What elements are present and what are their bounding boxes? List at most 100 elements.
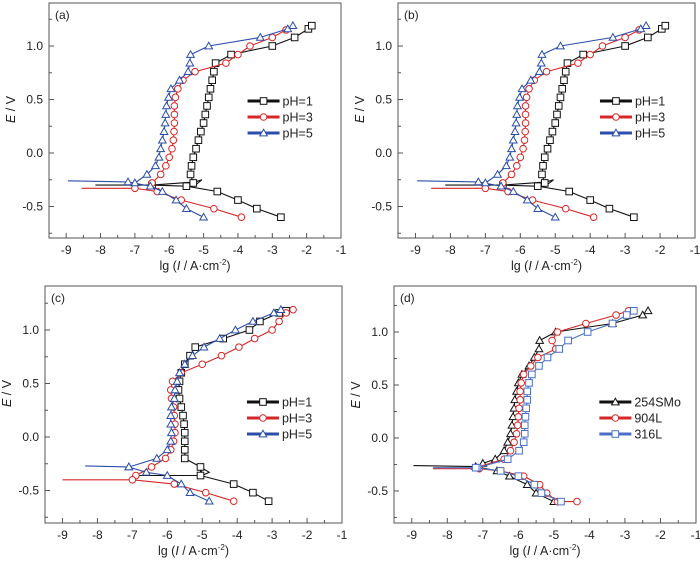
data-point [156, 170, 165, 179]
x-tick-label: -6 [513, 528, 524, 542]
x-tick-label: -2 [302, 528, 313, 542]
data-point [249, 488, 257, 497]
x-tick-label: -5 [198, 243, 209, 257]
x-tick-label: -5 [550, 243, 561, 257]
data-point [210, 67, 218, 76]
data-point [540, 153, 549, 162]
y-tick-label: -0.5 [367, 484, 388, 498]
data-point [246, 42, 254, 50]
x-tick-label: -7 [127, 528, 138, 542]
x-tick-label: -1 [337, 528, 348, 542]
data-point [217, 351, 226, 360]
data-point [160, 118, 170, 127]
data-point [520, 136, 529, 144]
data-point [288, 20, 298, 30]
data-point [201, 488, 210, 497]
data-point [525, 379, 533, 387]
x-axis-title: lg (I / A·cm-2) [159, 258, 230, 273]
data-point [521, 127, 529, 136]
data-point [157, 135, 168, 144]
plot-frame [44, 285, 343, 524]
data-point [215, 333, 225, 342]
data-point [203, 102, 211, 110]
data-point [255, 32, 265, 41]
data-point [526, 362, 535, 370]
data-point [170, 102, 179, 110]
data-point [186, 170, 195, 179]
data-point [521, 413, 530, 421]
data-point [174, 85, 182, 93]
x-tick-label: -5 [197, 528, 208, 542]
data-point [496, 181, 506, 190]
plot-frame [397, 2, 696, 239]
data-point [523, 396, 532, 404]
y-tick-label: 0.0 [375, 146, 392, 160]
panel-label: (b) [404, 8, 419, 22]
series-ph-5 [417, 20, 651, 221]
data-point [250, 334, 259, 343]
data-point [187, 350, 198, 360]
data-point [268, 326, 276, 334]
series-ph-3 [431, 26, 643, 221]
data-point [621, 42, 629, 50]
data-point [197, 127, 205, 136]
y-axis-title: E / V [0, 379, 14, 407]
series-ph-3 [62, 305, 297, 506]
legend-label: pH=5 [635, 127, 665, 141]
x-tick-label: -7 [477, 528, 488, 542]
panel-label: (a) [55, 8, 70, 22]
data-point [180, 437, 189, 446]
data-point [163, 92, 174, 101]
data-point [539, 162, 547, 170]
anodic-line [135, 309, 294, 476]
y-tick-label: 0.5 [375, 93, 392, 107]
data-point [586, 50, 594, 59]
data-point [514, 92, 525, 101]
legend: 254SMo 904L 316L [599, 396, 681, 442]
cathodic-line [137, 474, 269, 502]
data-point [191, 67, 199, 76]
data-point [170, 110, 179, 119]
data-point [161, 101, 172, 110]
data-point [556, 93, 565, 102]
data-point [534, 66, 545, 76]
legend-marker [258, 128, 269, 137]
data-point [170, 385, 180, 394]
data-point [630, 307, 638, 315]
data-point [162, 445, 172, 454]
legend-label: 904L [634, 412, 662, 426]
data-point [161, 109, 171, 118]
data-point [171, 195, 181, 204]
data-point [520, 421, 529, 430]
data-point [180, 446, 189, 454]
data-point [535, 335, 545, 344]
data-point [208, 76, 216, 85]
y-tick-label: 1.0 [371, 325, 388, 339]
data-point [161, 454, 170, 463]
data-point [187, 162, 196, 170]
data-point [196, 471, 205, 480]
data-point [558, 85, 567, 93]
legend-label: pH=1 [283, 95, 313, 109]
data-point [506, 143, 517, 153]
x-tick-label: -8 [92, 528, 103, 542]
data-point [183, 66, 193, 76]
data-point [492, 169, 503, 178]
y-tick-label: 0.5 [26, 93, 43, 107]
data-point [234, 50, 242, 59]
data-point [516, 153, 525, 162]
data-point [176, 479, 186, 488]
data-point [561, 204, 570, 213]
data-point [506, 446, 515, 455]
data-point [515, 446, 523, 455]
legend-label: pH=5 [283, 127, 313, 141]
data-point [561, 67, 570, 76]
data-point [501, 161, 511, 170]
data-point [641, 20, 651, 30]
legend-label: 316L [634, 428, 662, 442]
data-point [141, 467, 151, 476]
data-point [269, 308, 279, 317]
x-tick-label: -4 [584, 528, 595, 542]
ecorr-knee-line [502, 179, 554, 186]
series-316l [433, 307, 638, 506]
